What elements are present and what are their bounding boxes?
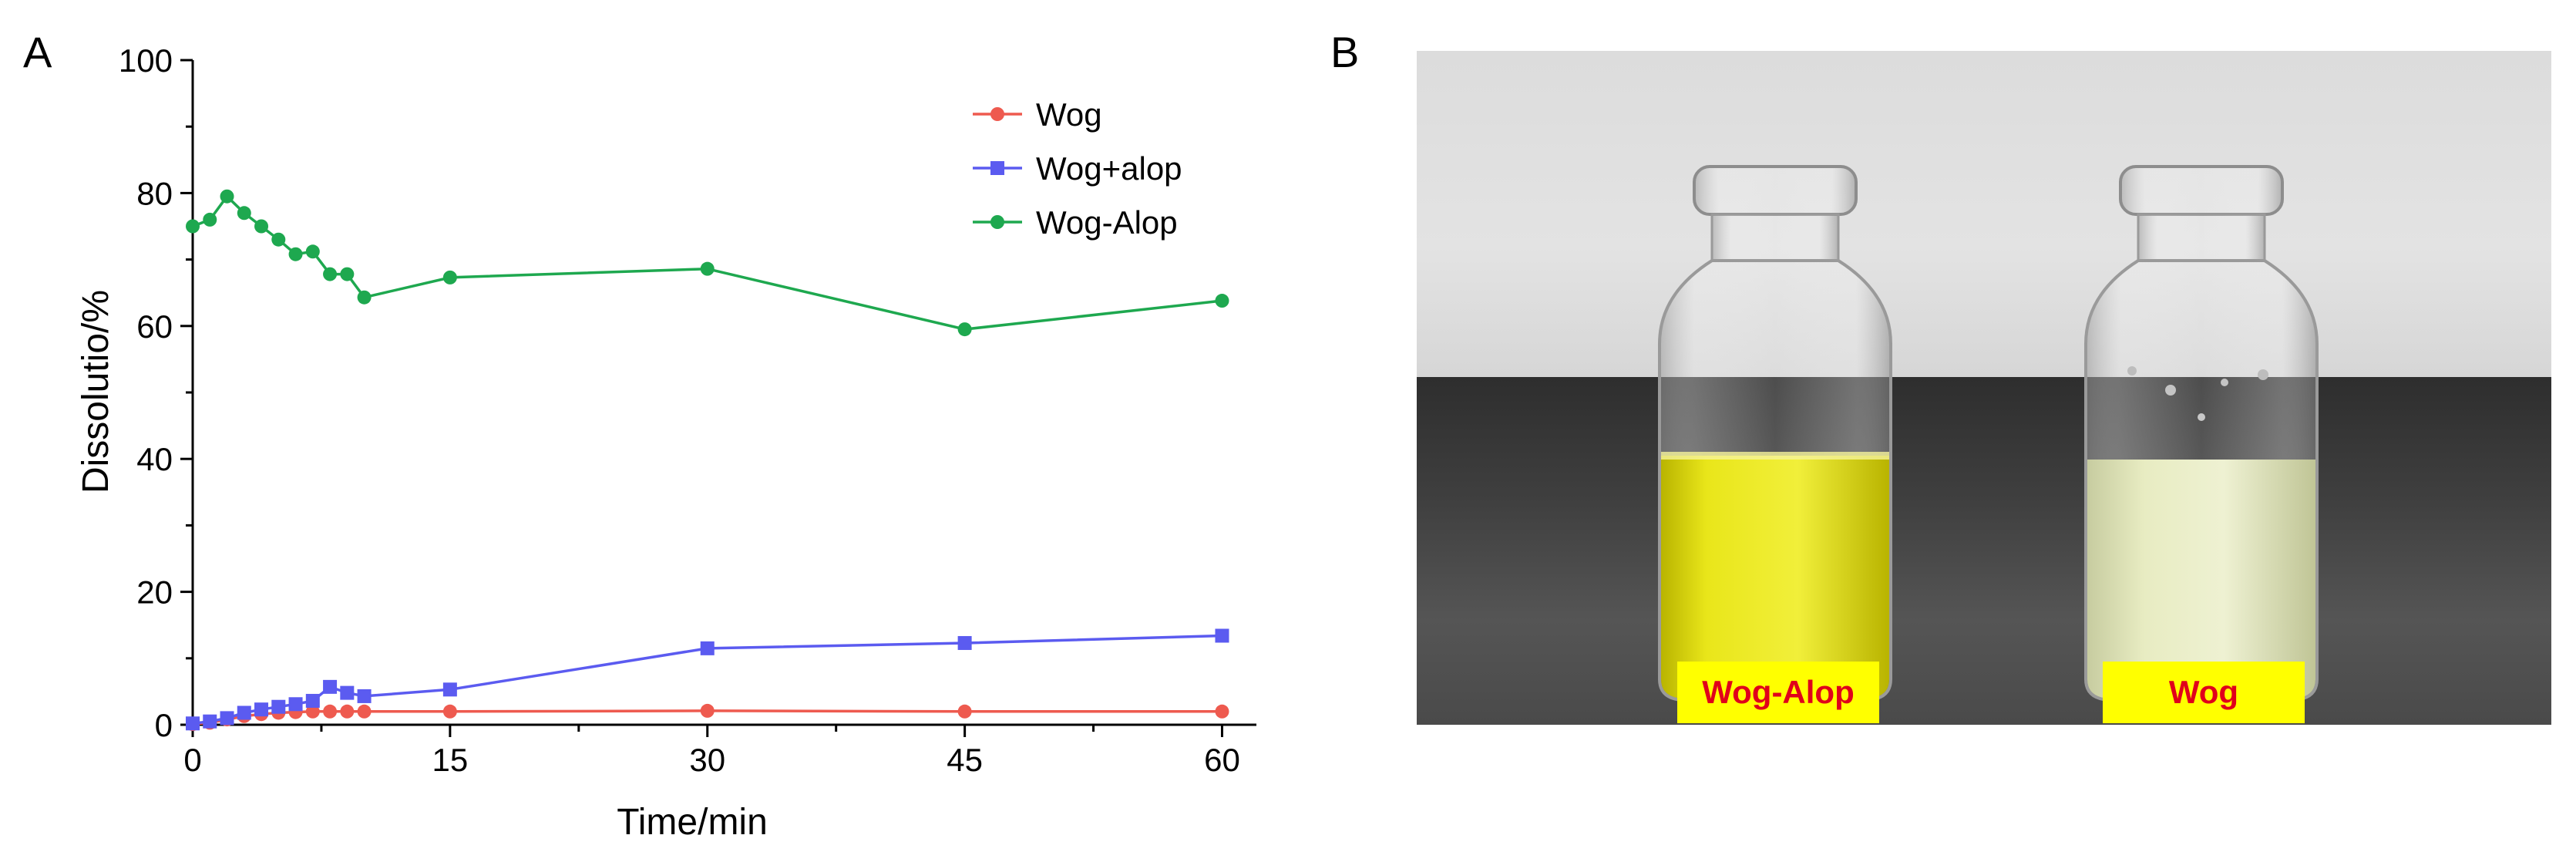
legend-marker	[990, 161, 1004, 175]
data-point	[237, 705, 251, 720]
legend-item: Wog-Alop	[973, 204, 1178, 241]
series-wog-alop	[186, 189, 1229, 337]
legend-marker	[990, 215, 1004, 229]
legend-label: Wog+alop	[1036, 150, 1182, 187]
legend-marker	[990, 107, 1004, 121]
x-axis-label: Time/min	[617, 802, 768, 843]
data-point	[340, 704, 355, 719]
data-point	[186, 716, 200, 731]
dissolution-chart-panel: 0 20 40 60 80 100 0 15 30 45 60 Wog Wog+alop Wog-Alo…	[76, 42, 1256, 843]
data-point	[220, 711, 234, 726]
data-point	[323, 267, 338, 281]
data-point	[271, 699, 286, 714]
data-point	[305, 704, 320, 719]
data-point	[203, 212, 217, 227]
data-point	[1215, 294, 1229, 308]
x-tick-label: 30	[689, 742, 725, 778]
data-point	[957, 704, 972, 719]
data-point	[1215, 628, 1229, 643]
panel-a-letter: A	[23, 28, 52, 76]
data-point	[203, 714, 217, 729]
panel-b-letter: B	[1330, 28, 1360, 76]
x-tick-label: 15	[432, 742, 469, 778]
vial-wog-alop	[1658, 165, 1892, 702]
legend-label: Wog-Alop	[1036, 204, 1178, 241]
data-point	[442, 704, 457, 719]
y-tick-label: 20	[136, 574, 173, 611]
y-tick-label: 40	[136, 441, 173, 477]
data-point	[305, 693, 320, 708]
data-point	[323, 704, 338, 719]
y-tick-label: 0	[155, 707, 173, 743]
y-tick-label: 80	[136, 175, 173, 211]
data-point	[357, 704, 372, 719]
data-point	[700, 641, 715, 655]
data-point	[1215, 704, 1229, 719]
data-point	[442, 682, 457, 697]
label-wog: Wog	[2103, 662, 2305, 723]
data-point	[700, 261, 715, 276]
label-wog-alop: Wog-Alop	[1677, 662, 1879, 723]
dissolution-chart: 0 20 40 60 80 100 0 15 30 45 60 Wog Wog+alop Wog-Alo…	[76, 42, 1256, 843]
y-tick-label: 60	[136, 308, 173, 345]
data-point	[254, 219, 269, 234]
legend-item: Wog	[973, 96, 1102, 133]
data-point	[957, 635, 972, 650]
data-point	[254, 702, 269, 717]
legend-item: Wog+alop	[973, 150, 1182, 187]
y-axis-label: Dissolutio/%	[76, 290, 116, 493]
data-point	[220, 189, 234, 204]
photo-table-surface	[1417, 377, 2551, 725]
data-point	[442, 270, 457, 285]
data-point	[357, 290, 372, 305]
x-tick-label: 45	[947, 742, 983, 778]
legend-label: Wog	[1036, 96, 1102, 133]
x-tick-label: 60	[1204, 742, 1240, 778]
x-tick-label: 0	[183, 742, 201, 778]
data-point	[957, 322, 972, 337]
data-point	[271, 232, 286, 247]
data-point	[700, 703, 715, 718]
vial-wog	[2084, 165, 2319, 702]
data-point	[323, 679, 338, 694]
photo-background-wall	[1417, 51, 2551, 377]
data-point	[186, 219, 200, 234]
data-point	[305, 244, 320, 259]
data-point	[237, 206, 251, 221]
vial-photo: Wog-Alop Wog	[1417, 51, 2551, 725]
series-wog-alop	[186, 628, 1229, 731]
data-point	[357, 689, 372, 703]
data-point	[340, 685, 355, 700]
y-tick-label: 100	[119, 42, 173, 79]
data-point	[288, 247, 303, 261]
data-point	[288, 697, 303, 712]
data-point	[340, 267, 355, 281]
